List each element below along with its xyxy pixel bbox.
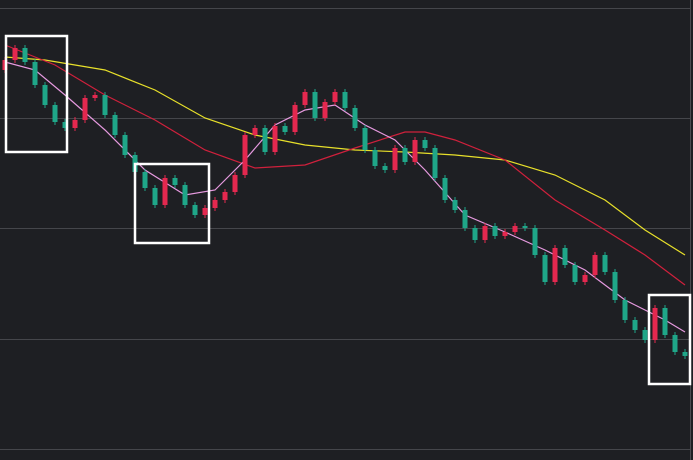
candle-body	[192, 205, 198, 215]
highlight-box	[133, 162, 211, 245]
candle-body	[552, 248, 558, 282]
candle-body	[92, 95, 98, 98]
candle-body	[302, 92, 308, 105]
candle-body	[102, 95, 108, 115]
highlight-box	[4, 34, 69, 154]
highlight-box	[647, 293, 692, 386]
candle-body	[472, 228, 478, 240]
candle-body	[492, 226, 498, 236]
candle-body	[382, 166, 388, 170]
candle-body	[212, 200, 218, 208]
candle-body	[12, 48, 18, 60]
candle-body	[532, 228, 538, 255]
candle-body	[202, 208, 208, 215]
candle-body	[232, 175, 238, 192]
moving-average-line	[4, 44, 686, 286]
candle-body	[112, 115, 118, 135]
candle-body	[672, 335, 678, 352]
candle-body	[582, 275, 588, 282]
candle-body	[142, 172, 148, 188]
candle-body	[652, 308, 658, 340]
candle-body	[272, 126, 278, 152]
candle-body	[292, 105, 298, 132]
candle-body	[122, 135, 128, 155]
moving-average-line	[4, 56, 686, 256]
candle-body	[242, 135, 248, 175]
candle-body	[442, 178, 448, 200]
candle-body	[562, 248, 568, 265]
candle-body	[62, 122, 68, 128]
candle-body	[162, 178, 168, 205]
candle-body	[282, 126, 288, 132]
candle-body	[342, 92, 348, 108]
candle-body	[392, 148, 398, 170]
candle-body	[662, 308, 668, 335]
candle-body	[22, 48, 28, 62]
candle-body	[422, 140, 428, 148]
candle-body	[612, 272, 618, 300]
candle-body	[252, 128, 258, 135]
candle-body	[362, 128, 368, 150]
candle-body	[312, 92, 318, 118]
candle-body	[432, 148, 438, 178]
candle-body	[462, 210, 468, 228]
candle-body	[482, 226, 488, 240]
candle-body	[182, 185, 188, 205]
candle-body	[522, 226, 528, 228]
candle-body	[172, 178, 178, 185]
candle-body	[52, 105, 58, 122]
candle-body	[542, 255, 548, 282]
candle-body	[82, 98, 88, 120]
candle-body	[322, 102, 328, 118]
candle-body	[682, 352, 688, 356]
candle-body	[352, 108, 358, 128]
candle-body	[222, 192, 228, 200]
candle-body	[32, 62, 38, 85]
candle-body	[452, 200, 458, 210]
candle-body	[152, 188, 158, 205]
candle-body	[72, 120, 78, 128]
candle-body	[592, 255, 598, 275]
candle-body	[332, 92, 338, 102]
candle-body	[412, 140, 418, 162]
candles	[2, 45, 688, 359]
candle-body	[372, 150, 378, 166]
candle-body	[632, 320, 638, 330]
highlight-boxes	[4, 34, 692, 386]
candle-body	[262, 128, 268, 152]
candle-body	[602, 255, 608, 272]
candle-body	[512, 226, 518, 232]
candle-body	[572, 265, 578, 282]
candle-body	[642, 330, 648, 340]
candle-body	[622, 300, 628, 320]
candle-body	[402, 148, 408, 162]
candle-body	[42, 85, 48, 105]
candle-body	[502, 232, 508, 236]
